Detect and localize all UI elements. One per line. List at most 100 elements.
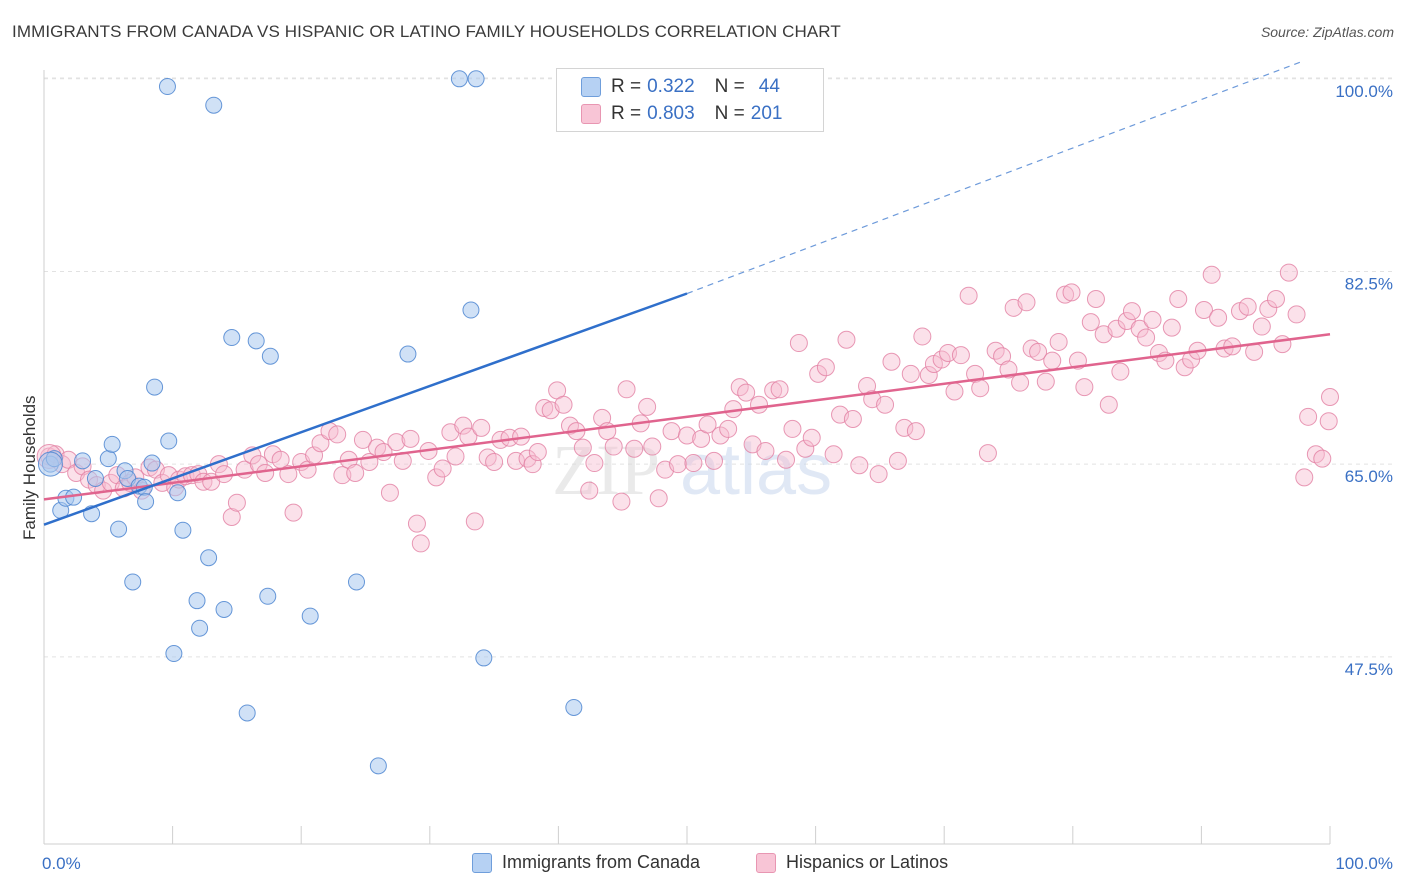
x-tick-label-min: 0.0% bbox=[42, 854, 81, 873]
chart-title: IMMIGRANTS FROM CANADA VS HISPANIC OR LA… bbox=[12, 22, 841, 41]
hispanic-point bbox=[1137, 328, 1156, 347]
canada-point bbox=[86, 469, 104, 487]
x-tick-label-max: 100.0% bbox=[1335, 854, 1393, 873]
hispanic-point bbox=[1043, 351, 1062, 370]
hispanic-trend-line bbox=[43, 332, 1331, 501]
hispanic-point bbox=[959, 286, 978, 305]
canada-point bbox=[565, 698, 583, 716]
canada-point bbox=[247, 332, 265, 350]
hispanic-point bbox=[1130, 319, 1149, 338]
hispanic-point bbox=[737, 383, 756, 402]
tick-labels: 47.5% 65.0% 82.5% 100.0% 0.0% 100.0% bbox=[42, 82, 1393, 873]
hispanic-point bbox=[215, 465, 234, 484]
hispanic-point bbox=[1029, 342, 1048, 361]
hispanic-point bbox=[816, 358, 835, 377]
canada-point bbox=[74, 452, 92, 470]
hispanic-point bbox=[837, 330, 856, 349]
hispanic-point bbox=[1099, 395, 1118, 414]
hispanic-point bbox=[1175, 358, 1194, 377]
hispanic-point bbox=[472, 418, 491, 437]
r-label: R = bbox=[611, 103, 642, 124]
canada-point bbox=[160, 432, 178, 450]
hispanic-point bbox=[585, 454, 604, 473]
hispanic-point bbox=[888, 451, 907, 470]
canada-point bbox=[99, 450, 117, 468]
hispanic-point bbox=[222, 508, 241, 527]
hispanic-point bbox=[427, 468, 446, 487]
watermark: ZIP atlas bbox=[552, 430, 832, 510]
canada-point bbox=[110, 520, 128, 538]
hispanic-point bbox=[1238, 297, 1257, 316]
legend-label-canada: Immigrants from Canada bbox=[502, 852, 701, 872]
series-legend: Immigrants from Canada Hispanics or Lati… bbox=[0, 852, 1406, 878]
r-label: R = bbox=[611, 76, 642, 97]
hispanic-point bbox=[1111, 362, 1130, 381]
hispanic-point bbox=[1036, 372, 1055, 391]
legend-item-hispanic[interactable]: Hispanics or Latinos bbox=[756, 852, 948, 873]
hispanic-point bbox=[284, 503, 303, 522]
canada-point bbox=[450, 70, 468, 88]
hispanic-point bbox=[617, 380, 636, 399]
hispanic-point bbox=[662, 422, 681, 441]
hispanic-point bbox=[1273, 335, 1292, 354]
watermark-atlas: atlas bbox=[680, 430, 832, 510]
hispanic-point bbox=[824, 445, 843, 464]
canada-point bbox=[238, 704, 256, 722]
hispanic-point bbox=[387, 433, 406, 452]
canada-point bbox=[399, 345, 417, 363]
y-tick-label: 100.0% bbox=[1335, 82, 1393, 101]
n-label: N = bbox=[714, 103, 745, 124]
canada-point bbox=[467, 70, 485, 88]
hispanic-point bbox=[913, 327, 932, 346]
hispanic-point bbox=[311, 434, 330, 453]
canada-point bbox=[146, 378, 164, 396]
hispanic-point bbox=[518, 449, 537, 468]
canada-points bbox=[37, 70, 657, 775]
axes bbox=[43, 70, 1331, 845]
hispanic-point bbox=[919, 365, 938, 384]
hispanic-point bbox=[869, 465, 888, 484]
hispanic-point bbox=[638, 397, 657, 416]
hispanic-point bbox=[604, 437, 623, 456]
hispanic-point bbox=[593, 408, 612, 427]
hispanic-point bbox=[1081, 313, 1100, 332]
hispanic-point bbox=[1295, 468, 1314, 487]
hispanic-point bbox=[1209, 308, 1228, 327]
hispanic-point bbox=[380, 483, 399, 502]
hispanic-point bbox=[882, 352, 901, 371]
canada-point bbox=[261, 347, 279, 365]
hispanic-point bbox=[554, 395, 573, 414]
hispanic-point bbox=[649, 489, 668, 508]
hispanic-point bbox=[523, 455, 542, 474]
hispanic-point bbox=[750, 395, 769, 414]
canada-point bbox=[103, 435, 121, 453]
hispanic-swatch bbox=[581, 104, 601, 124]
legend-label-hispanic: Hispanics or Latinos bbox=[786, 852, 949, 872]
canada-point bbox=[215, 600, 233, 618]
canada-point bbox=[369, 757, 387, 775]
hispanic-point bbox=[446, 447, 465, 466]
hispanic-point bbox=[843, 410, 862, 429]
hispanic-point bbox=[625, 439, 644, 458]
hispanic-point bbox=[978, 444, 997, 463]
canada-point bbox=[205, 96, 223, 114]
hispanic-point bbox=[1086, 290, 1105, 309]
legend-item-canada[interactable]: Immigrants from Canada bbox=[472, 852, 700, 873]
hispanic-point bbox=[777, 450, 796, 469]
hispanic-point bbox=[796, 439, 815, 458]
hispanic-point bbox=[465, 512, 484, 531]
n-value: 44 bbox=[758, 76, 780, 97]
canada-point bbox=[137, 493, 155, 511]
stats-row-canada: R = 0.322 N = 44 bbox=[581, 75, 780, 99]
hispanic-point bbox=[951, 346, 970, 365]
hispanic-point bbox=[227, 493, 246, 512]
hispanic-point bbox=[454, 416, 473, 435]
hispanic-point bbox=[895, 418, 914, 437]
hispanic-point bbox=[971, 379, 990, 398]
hispanic-point bbox=[901, 364, 920, 383]
canada-point bbox=[301, 607, 319, 625]
hispanic-point bbox=[678, 426, 696, 445]
r-value: 0.803 bbox=[647, 103, 695, 124]
canada-point bbox=[462, 301, 480, 319]
hispanic-point bbox=[573, 438, 592, 457]
